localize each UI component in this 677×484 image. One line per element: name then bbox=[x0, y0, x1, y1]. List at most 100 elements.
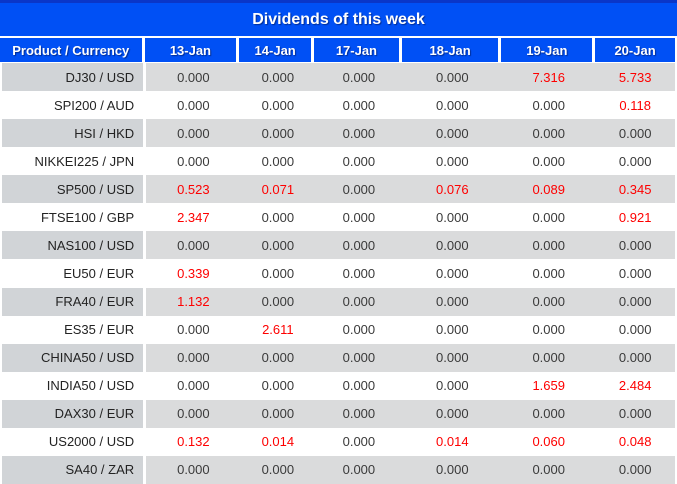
dividend-value: 0.000 bbox=[532, 265, 565, 281]
dividend-value: 0.000 bbox=[146, 455, 241, 484]
table-row: NIKKEI225 / JPN 0.000 0.000 0.000 0.000 0.000… bbox=[2, 147, 675, 176]
dividend-value: 0.071 bbox=[240, 175, 316, 204]
dividend-value: 0.000 bbox=[342, 378, 376, 394]
dividend-value: 0.000 bbox=[436, 97, 469, 113]
dividend-value: 0.000 bbox=[502, 343, 596, 372]
dividend-value: 0.339 bbox=[177, 265, 210, 281]
dividend-value: 0.000 bbox=[595, 343, 675, 372]
dividend-value: 0.000 bbox=[146, 343, 241, 372]
dividend-value: 0.000 bbox=[402, 455, 503, 484]
dividend-value: 0.000 bbox=[532, 322, 565, 338]
dividend-value: 0.000 bbox=[261, 209, 295, 225]
table-row: DAX30 / EUR 0.000 0.000 0.000 0.000 0.000 0.00… bbox=[2, 399, 675, 428]
dividend-value: 0.048 bbox=[618, 434, 652, 450]
column-header-product-currency: Product / Currency bbox=[0, 38, 145, 62]
dividend-value: 0.000 bbox=[595, 231, 675, 260]
dividend-value: 0.000 bbox=[240, 119, 316, 148]
table-row: NAS100 / USD 0.000 0.000 0.000 0.000 0.000 0.0… bbox=[2, 231, 675, 260]
product-label: FTSE100 / GBP bbox=[2, 203, 147, 232]
dividend-value: 0.014 bbox=[436, 434, 469, 450]
dividend-value: 0.000 bbox=[402, 63, 503, 92]
dividend-value: 0.523 bbox=[146, 175, 241, 204]
product-label: DJ30 / USD bbox=[2, 63, 147, 92]
dividend-value: 0.000 bbox=[595, 287, 675, 316]
dividend-value: 5.733 bbox=[595, 63, 675, 92]
product-label: FRA40 / EUR bbox=[2, 287, 147, 316]
dividend-value: 0.000 bbox=[342, 322, 376, 338]
product-label: SPI200 / AUD bbox=[2, 91, 147, 120]
dividend-value: 0.921 bbox=[618, 209, 652, 225]
product-label: CHINA50 / USD bbox=[2, 343, 147, 372]
dividend-value: 0.000 bbox=[315, 119, 403, 148]
dividend-value: 0.000 bbox=[261, 265, 295, 281]
table-header-row: Product / Currency 13-Jan 14-Jan 17-Jan 18-J… bbox=[0, 38, 675, 62]
dividend-value: 0.000 bbox=[502, 287, 596, 316]
column-header-date: 19-Jan bbox=[501, 38, 596, 62]
dividend-value: 0.000 bbox=[402, 343, 503, 372]
table-row: FRA40 / EUR 1.132 0.000 0.000 0.000 0.000 0.00… bbox=[2, 287, 675, 316]
dividend-value: 0.000 bbox=[146, 231, 241, 260]
dividend-value: 1.132 bbox=[146, 287, 241, 316]
table-row: US2000 / USD 0.132 0.014 0.000 0.014 0.060 0.0… bbox=[2, 427, 675, 456]
dividend-value: 0.000 bbox=[618, 265, 652, 281]
dividend-value: 0.000 bbox=[436, 209, 469, 225]
dividend-value: 0.000 bbox=[146, 399, 241, 428]
product-label: EU50 / EUR bbox=[2, 259, 147, 288]
dividend-value: 0.000 bbox=[342, 97, 376, 113]
table-body: DJ30 / USD 0.000 0.000 0.000 0.000 7.316 5.733… bbox=[2, 63, 675, 484]
table-row: EU50 / EUR 0.339 0.000 0.000 0.000 0.000 0.000 bbox=[2, 259, 675, 288]
dividend-value: 0.000 bbox=[436, 322, 469, 338]
dividend-value: 0.000 bbox=[315, 343, 403, 372]
product-label: NAS100 / USD bbox=[2, 231, 147, 260]
table-row: ES35 / EUR 0.000 2.611 0.000 0.000 0.000 0.000 bbox=[2, 315, 675, 344]
product-label: ES35 / EUR bbox=[2, 315, 147, 344]
dividend-value: 0.000 bbox=[436, 378, 469, 394]
dividend-value: 0.000 bbox=[240, 455, 316, 484]
table-row: SA40 / ZAR 0.000 0.000 0.000 0.000 0.000 0.000 bbox=[2, 455, 675, 484]
dividend-value: 0.000 bbox=[146, 119, 241, 148]
product-label: DAX30 / EUR bbox=[2, 399, 147, 428]
panel-title: Dividends of this week bbox=[0, 0, 677, 36]
dividend-value: 0.000 bbox=[618, 322, 652, 338]
dividend-value: 0.000 bbox=[402, 119, 503, 148]
dividend-value: 0.000 bbox=[502, 119, 596, 148]
dividend-value: 0.000 bbox=[595, 119, 675, 148]
dividend-value: 0.000 bbox=[261, 153, 295, 169]
dividend-value: 0.000 bbox=[177, 153, 210, 169]
dividend-value: 0.000 bbox=[402, 287, 503, 316]
column-header-date: 13-Jan bbox=[144, 38, 240, 62]
dividend-value: 0.000 bbox=[177, 322, 210, 338]
dividend-value: 0.000 bbox=[342, 153, 376, 169]
dividend-value: 0.000 bbox=[595, 455, 675, 484]
dividend-value: 0.000 bbox=[402, 231, 503, 260]
dividend-value: 0.000 bbox=[342, 434, 376, 450]
product-label: INDIA50 / USD bbox=[2, 371, 147, 400]
dividend-value: 0.000 bbox=[595, 399, 675, 428]
dividend-value: 0.000 bbox=[240, 63, 316, 92]
dividend-value: 0.000 bbox=[502, 399, 596, 428]
dividend-value: 0.000 bbox=[532, 153, 565, 169]
dividend-value: 0.014 bbox=[261, 434, 295, 450]
column-header-date: 18-Jan bbox=[401, 38, 502, 62]
dividend-value: 0.076 bbox=[402, 175, 503, 204]
dividend-value: 0.000 bbox=[315, 455, 403, 484]
dividend-value: 0.345 bbox=[595, 175, 675, 204]
dividend-value: 0.000 bbox=[502, 455, 596, 484]
dividend-value: 0.000 bbox=[342, 209, 376, 225]
dividend-value: 0.000 bbox=[315, 399, 403, 428]
dividend-value: 0.000 bbox=[146, 63, 241, 92]
table-row: DJ30 / USD 0.000 0.000 0.000 0.000 7.316 5.733 bbox=[2, 63, 675, 92]
product-label: NIKKEI225 / JPN bbox=[2, 147, 147, 176]
dividend-value: 2.347 bbox=[177, 209, 210, 225]
dividend-value: 2.611 bbox=[262, 322, 294, 338]
dividend-value: 0.000 bbox=[502, 231, 596, 260]
table-row: FTSE100 / GBP 2.347 0.000 0.000 0.000 0.000 0.… bbox=[2, 203, 675, 232]
column-header-date: 17-Jan bbox=[314, 38, 402, 62]
product-label: SA40 / ZAR bbox=[2, 455, 147, 484]
dividend-value: 0.000 bbox=[402, 399, 503, 428]
dividend-value: 0.000 bbox=[177, 378, 210, 394]
dividend-value: 0.000 bbox=[240, 287, 316, 316]
dividend-value: 0.000 bbox=[315, 175, 403, 204]
dividend-value: 0.000 bbox=[436, 265, 469, 281]
